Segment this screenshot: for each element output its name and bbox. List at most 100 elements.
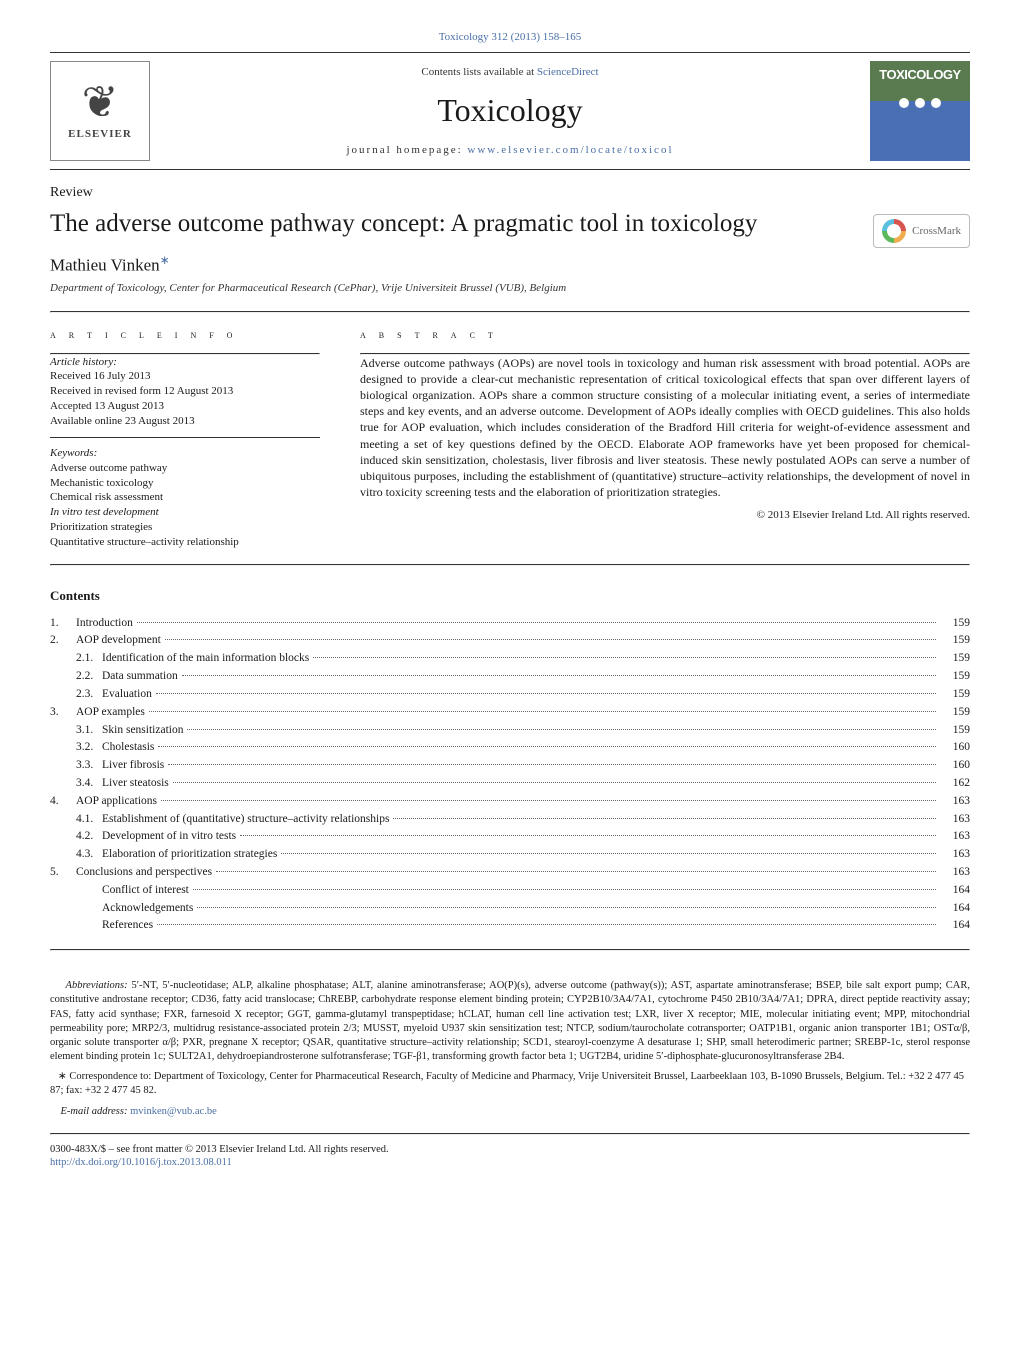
toc-page: 160: [940, 739, 970, 757]
cover-dots: [899, 98, 941, 108]
toc-page: 159: [940, 722, 970, 740]
history-head: Article history:: [50, 355, 320, 370]
toc-leader-dots: [197, 907, 936, 908]
abstract-heading: a b s t r a c t: [360, 327, 970, 343]
sciencedirect-link[interactable]: ScienceDirect: [537, 66, 599, 78]
toc-row[interactable]: 4.3.Elaboration of prioritization strate…: [50, 846, 970, 864]
journal-header: ❦ ELSEVIER Contents lists available at S…: [50, 52, 970, 170]
toc-page: 163: [940, 828, 970, 846]
abstract-text: Adverse outcome pathways (AOPs) are nove…: [360, 355, 970, 501]
toc-number: 2.3.: [76, 686, 102, 704]
toc-leader-dots: [157, 924, 936, 925]
contents-available-line: Contents lists available at ScienceDirec…: [150, 65, 870, 79]
toc-leader-dots: [173, 782, 936, 783]
toc-page: 159: [940, 668, 970, 686]
toc-leader-dots: [156, 693, 936, 694]
toc-leader-dots: [393, 818, 936, 819]
toc-leader-dots: [182, 675, 936, 676]
toc-row[interactable]: Conflict of interest 164: [50, 882, 970, 900]
toc-row[interactable]: 4.1.Establishment of (quantitative) stru…: [50, 811, 970, 829]
tree-icon: ❦: [82, 81, 119, 125]
toc-leader-dots: [161, 800, 936, 801]
toc-row[interactable]: 2.2.Data summation159: [50, 668, 970, 686]
toc-row[interactable]: 3.1.Skin sensitization 159: [50, 722, 970, 740]
toc-leader-dots: [137, 622, 936, 623]
toc-page: 163: [940, 846, 970, 864]
keyword: Chemical risk assessment: [50, 490, 320, 505]
issn-line: 0300-483X/$ – see front matter © 2013 El…: [50, 1143, 970, 1157]
history-line: Received in revised form 12 August 2013: [50, 384, 320, 399]
toc-number: 1.: [50, 615, 76, 633]
toc-row[interactable]: 3.2.Cholestasis160: [50, 739, 970, 757]
toc-leader-dots: [193, 889, 936, 890]
author-name: Mathieu Vinken: [50, 256, 160, 275]
toc-page: 164: [940, 882, 970, 900]
keyword: Prioritization strategies: [50, 520, 320, 535]
toc-label: References: [102, 917, 153, 935]
homepage-link[interactable]: www.elsevier.com/locate/toxicol: [467, 144, 673, 156]
toc-row[interactable]: 1.Introduction159: [50, 615, 970, 633]
history-line: Received 16 July 2013: [50, 369, 320, 384]
contents-available-prefix: Contents lists available at: [421, 66, 536, 78]
toc-label: Introduction: [76, 615, 133, 633]
toc-number: 2.: [50, 632, 76, 650]
email-link[interactable]: mvinken@vub.ac.be: [130, 1106, 217, 1117]
title-row: The adverse outcome pathway concept: A p…: [50, 208, 970, 253]
toc-number: 3.3.: [76, 757, 102, 775]
toc-leader-dots: [240, 835, 936, 836]
toc-row[interactable]: 2.1.Identification of the main informati…: [50, 650, 970, 668]
toc-page: 160: [940, 757, 970, 775]
toc-number: 4.2.: [76, 828, 102, 846]
toc-row[interactable]: 3.3.Liver fibrosis160: [50, 757, 970, 775]
toc-row[interactable]: 2.3.Evaluation 159: [50, 686, 970, 704]
toc-row[interactable]: 4.AOP applications163: [50, 793, 970, 811]
toc-leader-dots: [281, 853, 936, 854]
keywords-head: Keywords:: [50, 446, 320, 461]
toc-page: 164: [940, 900, 970, 918]
journal-title: Toxicology: [150, 90, 870, 132]
toc-leader-dots: [165, 639, 936, 640]
section-divider: [50, 311, 970, 313]
toc-label: AOP development: [76, 632, 161, 650]
toc-row[interactable]: 4.2.Development of in vitro tests163: [50, 828, 970, 846]
toc-label: Skin sensitization: [102, 722, 183, 740]
toc-row[interactable]: 5.Conclusions and perspectives163: [50, 864, 970, 882]
toc-row[interactable]: References164: [50, 917, 970, 935]
toc-label: Evaluation: [102, 686, 152, 704]
toxicology-cover-logo: TOXICOLOGY: [870, 61, 970, 161]
toc-label: Identification of the main information b…: [102, 650, 309, 668]
publisher-name: ELSEVIER: [68, 127, 132, 141]
toc-label: Acknowledgements: [102, 900, 193, 918]
toc-number: 4.1.: [76, 811, 102, 829]
info-inner-divider: [50, 437, 320, 438]
keyword: In vitro test development: [50, 505, 320, 520]
abbrev-lead: Abbreviations:: [66, 980, 128, 991]
abbreviations-block: Abbreviations: 5′-NT, 5′-nucleotidase; A…: [50, 979, 970, 1064]
toc-row[interactable]: Acknowledgements 164: [50, 900, 970, 918]
journal-ref-link[interactable]: Toxicology 312 (2013) 158–165: [439, 31, 582, 43]
toc-number: 3.4.: [76, 775, 102, 793]
toc-leader-dots: [158, 746, 936, 747]
toc-label: AOP applications: [76, 793, 157, 811]
email-footnote: E-mail address: mvinken@vub.ac.be: [50, 1105, 970, 1119]
post-abstract-divider: [50, 564, 970, 566]
toc-number: 3.1.: [76, 722, 102, 740]
toc-row[interactable]: 2.AOP development159: [50, 632, 970, 650]
corr-text: Correspondence to: Department of Toxicol…: [50, 1071, 964, 1096]
article-type-label: Review: [50, 184, 970, 202]
toc-leader-dots: [187, 729, 936, 730]
toc-row[interactable]: 3.4.Liver steatosis162: [50, 775, 970, 793]
history-line: Accepted 13 August 2013: [50, 399, 320, 414]
crossmark-badge[interactable]: CrossMark: [873, 214, 970, 248]
history-line: Available online 23 August 2013: [50, 414, 320, 429]
info-abstract-row: a r t i c l e i n f o Article history: R…: [50, 327, 970, 550]
toc-leader-dots: [149, 711, 936, 712]
table-of-contents: 1.Introduction1592.AOP development1592.1…: [50, 615, 970, 936]
toc-row[interactable]: 3.AOP examples159: [50, 704, 970, 722]
toc-label: Conflict of interest: [102, 882, 189, 900]
toc-number: 2.1.: [76, 650, 102, 668]
keyword: Quantitative structure–activity relation…: [50, 535, 320, 550]
author-corr-marker[interactable]: ∗: [160, 253, 170, 267]
doi-link[interactable]: http://dx.doi.org/10.1016/j.tox.2013.08.…: [50, 1157, 232, 1168]
toc-page: 159: [940, 686, 970, 704]
